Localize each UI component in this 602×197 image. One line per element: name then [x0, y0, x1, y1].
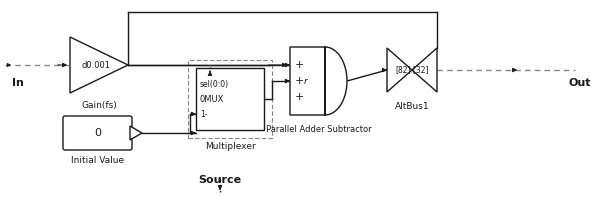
Text: [82].[32]: [82].[32] — [396, 65, 429, 74]
Text: d0.001: d0.001 — [81, 60, 111, 70]
Text: In: In — [12, 78, 24, 88]
Text: 1-: 1- — [200, 110, 208, 119]
Text: +: + — [295, 76, 305, 86]
Bar — [196, 68, 264, 130]
Bar — [188, 60, 272, 138]
Text: +: + — [295, 92, 305, 102]
Text: 0: 0 — [94, 128, 101, 138]
Text: r: r — [304, 76, 308, 85]
Text: Multiplexer: Multiplexer — [205, 142, 255, 151]
Text: Gain(fs): Gain(fs) — [81, 101, 117, 110]
Text: AltBus1: AltBus1 — [395, 102, 429, 111]
Polygon shape — [290, 47, 347, 115]
Polygon shape — [387, 48, 412, 92]
FancyBboxPatch shape — [63, 116, 132, 150]
Text: 0MUX: 0MUX — [200, 95, 225, 103]
Text: sel(0:0): sel(0:0) — [200, 80, 229, 88]
Text: Initial Value: Initial Value — [71, 156, 124, 165]
Polygon shape — [412, 48, 437, 92]
Text: Out: Out — [569, 78, 591, 88]
Polygon shape — [70, 37, 128, 93]
Text: Parallel Adder Subtractor: Parallel Adder Subtractor — [265, 125, 371, 134]
Text: Source: Source — [199, 175, 241, 185]
Polygon shape — [130, 126, 142, 140]
Text: +: + — [295, 60, 305, 70]
